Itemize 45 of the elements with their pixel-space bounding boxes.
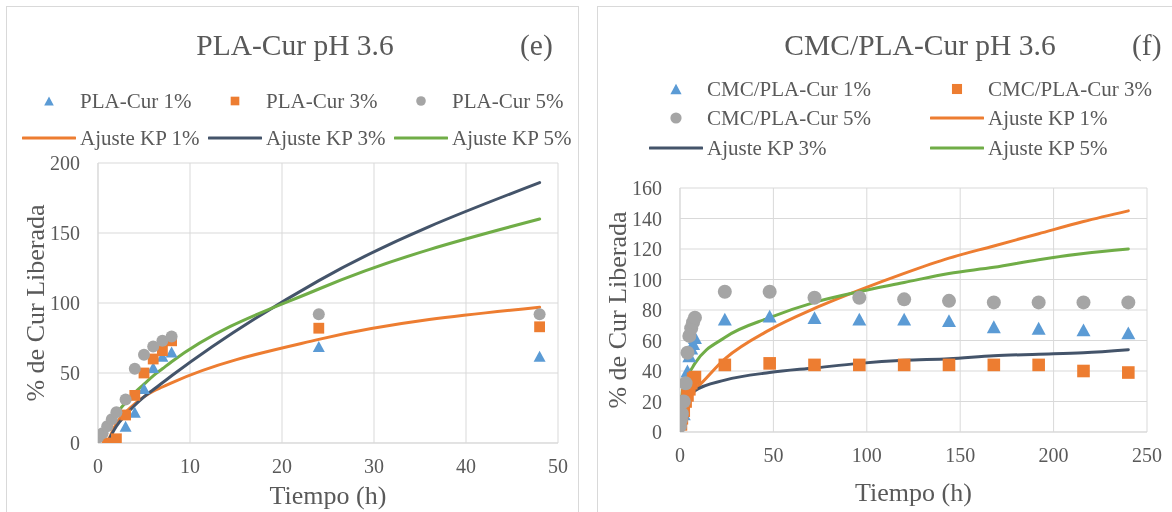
- x-tick-label: 250: [1132, 444, 1162, 467]
- y-tick-label: 40: [642, 360, 662, 383]
- legend-label: Ajuste KP 5%: [988, 135, 1108, 160]
- legend-label: PLA-Cur 5%: [452, 88, 564, 113]
- y-tick-label: 60: [642, 329, 662, 352]
- legend-label: CMC/PLA-Cur 1%: [707, 76, 871, 101]
- x-tick-label: 40: [456, 455, 476, 478]
- y-tick-label: 50: [60, 362, 80, 385]
- legend-label: Ajuste KP 3%: [266, 125, 386, 150]
- legend-label: Ajuste KP 1%: [988, 106, 1108, 131]
- text: (e): [520, 28, 553, 63]
- x-tick-label: 20: [272, 455, 292, 478]
- y-tick-label: 100: [50, 292, 80, 315]
- legend-label: CMC/PLA-Cur 3%: [988, 76, 1152, 101]
- chart-title: CMC/PLA-Cur pH 3.6: [784, 28, 1056, 63]
- legend-label: PLA-Cur 1%: [80, 88, 192, 113]
- y-tick-label: 80: [642, 299, 662, 322]
- legend-label: Ajuste KP 5%: [452, 125, 572, 150]
- y-tick-label: 160: [632, 177, 662, 200]
- text: (f): [1132, 28, 1162, 63]
- legend-label: Ajuste KP 1%: [80, 125, 200, 150]
- y-axis-title: % de Cur Liberada: [602, 211, 632, 409]
- x-tick-label: 50: [763, 444, 784, 467]
- y-tick-label: 100: [632, 268, 662, 291]
- x-axis-title: Tiempo (h): [269, 480, 387, 510]
- y-tick-label: 140: [632, 207, 662, 230]
- y-tick-label: 150: [50, 222, 80, 245]
- legend-label: PLA-Cur 3%: [266, 88, 378, 113]
- x-tick-label: 0: [93, 455, 103, 478]
- x-tick-label: 100: [851, 444, 882, 467]
- x-tick-label: 200: [1038, 444, 1069, 467]
- x-tick-label: 0: [675, 444, 685, 467]
- x-tick-label: 30: [364, 455, 384, 478]
- x-axis-title: Tiempo (h): [855, 477, 972, 507]
- legend-label: CMC/PLA-Cur 5%: [707, 106, 871, 131]
- y-axis-title: % de Cur Liberada: [20, 204, 50, 402]
- y-tick-label: 120: [632, 238, 662, 261]
- x-tick-label: 10: [180, 455, 200, 478]
- legend-label: Ajuste KP 3%: [707, 135, 827, 160]
- x-tick-label: 150: [945, 444, 976, 467]
- x-tick-label: 50: [548, 455, 568, 478]
- y-tick-label: 200: [50, 152, 80, 175]
- chart-title: PLA-Cur pH 3.6: [196, 28, 394, 63]
- y-tick-label: 20: [642, 390, 662, 413]
- y-tick-label: 0: [652, 421, 662, 444]
